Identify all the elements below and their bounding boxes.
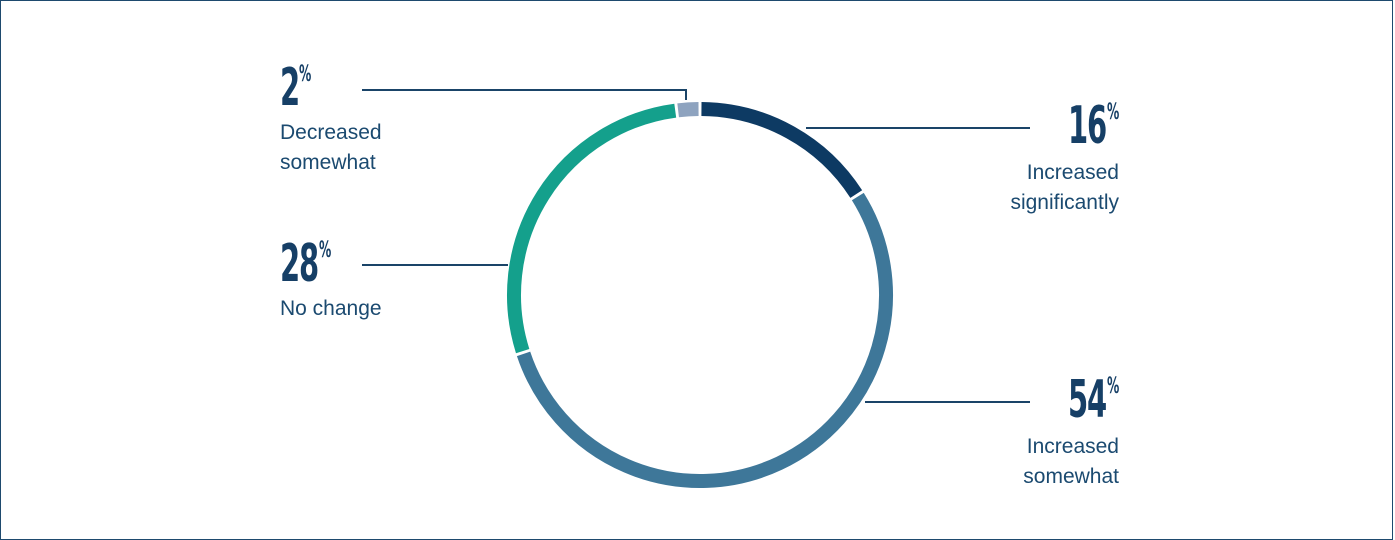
category-line: significantly bbox=[1010, 191, 1119, 214]
leader-lines bbox=[362, 89, 1030, 403]
category-line: somewhat bbox=[1023, 465, 1119, 488]
percent-sign: % bbox=[298, 62, 311, 87]
percent-value: 2% bbox=[280, 62, 382, 114]
percent-number: 2 bbox=[280, 58, 300, 118]
percent-sign: % bbox=[1107, 100, 1120, 125]
label-increased-somewhat: 54% Increased somewhat bbox=[899, 374, 1119, 492]
percent-number: 54 bbox=[1068, 370, 1107, 430]
percent-number: 16 bbox=[1068, 96, 1107, 156]
percent-number: 28 bbox=[280, 234, 319, 294]
donut-slice-increased-significantly bbox=[701, 102, 863, 198]
category-line: Increased bbox=[1026, 435, 1119, 458]
category-line: Increased bbox=[1026, 161, 1119, 184]
donut-slice-decreased-somewhat bbox=[677, 102, 699, 118]
label-decreased-somewhat: 2% Decreased somewhat bbox=[280, 62, 382, 178]
donut-slice-increased-somewhat bbox=[516, 192, 893, 488]
category-label: Increased significantly bbox=[899, 158, 1119, 218]
donut-slice-no-change bbox=[507, 103, 677, 354]
percent-sign: % bbox=[319, 238, 332, 263]
leader-line-decreased bbox=[362, 89, 687, 100]
percent-value: 28% bbox=[280, 238, 382, 290]
percent-sign: % bbox=[1107, 374, 1120, 399]
label-increased-significantly: 16% Increased significantly bbox=[899, 100, 1119, 218]
category-line: somewhat bbox=[280, 151, 376, 174]
percent-value: 16% bbox=[899, 100, 1119, 152]
category-line: Decreased bbox=[280, 121, 382, 144]
label-no-change: 28% No change bbox=[280, 238, 382, 324]
category-label: Increased somewhat bbox=[899, 432, 1119, 492]
category-label: No change bbox=[280, 297, 382, 320]
percent-value: 54% bbox=[899, 374, 1119, 426]
donut-slices bbox=[507, 102, 893, 488]
category-label: Decreased somewhat bbox=[280, 118, 382, 178]
